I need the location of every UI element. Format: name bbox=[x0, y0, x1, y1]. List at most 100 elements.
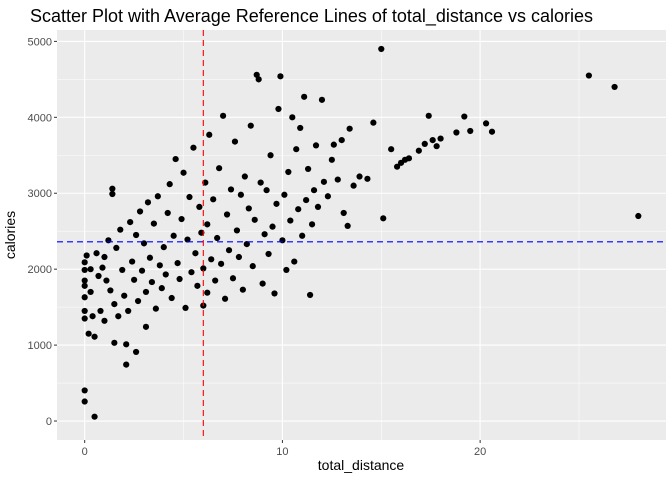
data-point bbox=[635, 212, 642, 220]
data-point bbox=[247, 122, 254, 129]
data-point bbox=[388, 146, 395, 153]
y-tick-label: 0 bbox=[46, 416, 52, 428]
x-tick-label: 20 bbox=[474, 446, 486, 458]
data-point bbox=[233, 227, 241, 234]
data-point bbox=[166, 181, 173, 188]
data-point bbox=[81, 307, 88, 315]
data-point bbox=[123, 361, 130, 368]
data-point bbox=[125, 307, 132, 315]
data-point bbox=[611, 83, 618, 91]
data-point bbox=[81, 266, 88, 274]
data-point bbox=[95, 272, 102, 280]
data-point bbox=[81, 315, 88, 322]
data-point bbox=[150, 220, 157, 227]
data-point bbox=[182, 304, 189, 311]
data-point bbox=[184, 236, 191, 243]
data-point bbox=[293, 146, 300, 153]
data-point bbox=[421, 140, 428, 147]
data-point bbox=[585, 72, 592, 79]
data-point bbox=[453, 129, 460, 136]
data-point bbox=[283, 266, 290, 274]
x-tick-label: 10 bbox=[276, 446, 288, 458]
y-tick-label: 1000 bbox=[28, 340, 52, 352]
data-point bbox=[482, 120, 490, 127]
data-point bbox=[162, 271, 169, 278]
data-point bbox=[89, 313, 96, 320]
data-point bbox=[461, 113, 468, 120]
data-point bbox=[295, 206, 302, 213]
data-point bbox=[91, 413, 98, 420]
data-point bbox=[152, 305, 159, 312]
data-point bbox=[176, 275, 183, 283]
data-point bbox=[287, 217, 294, 224]
data-point bbox=[188, 269, 195, 276]
data-point bbox=[239, 286, 246, 293]
data-point bbox=[156, 262, 163, 269]
data-point bbox=[467, 127, 474, 135]
data-point bbox=[241, 173, 248, 180]
data-point bbox=[154, 193, 161, 200]
data-point bbox=[310, 187, 318, 194]
data-point bbox=[81, 259, 88, 266]
data-point bbox=[194, 282, 201, 289]
data-point bbox=[91, 333, 98, 340]
data-point bbox=[196, 203, 203, 211]
data-point bbox=[81, 282, 88, 289]
data-point bbox=[312, 142, 320, 149]
data-point bbox=[206, 131, 213, 138]
data-point bbox=[97, 307, 104, 315]
data-point bbox=[148, 278, 156, 286]
data-point bbox=[115, 313, 122, 320]
data-point bbox=[81, 277, 88, 284]
data-point bbox=[216, 165, 223, 172]
data-point bbox=[172, 155, 179, 163]
data-point bbox=[299, 232, 306, 239]
data-point bbox=[415, 147, 422, 154]
data-point bbox=[146, 254, 154, 261]
data-point bbox=[249, 263, 256, 270]
reference-lines bbox=[57, 30, 666, 440]
x-axis-title: total_distance bbox=[318, 457, 405, 473]
data-point bbox=[330, 141, 337, 148]
data-point bbox=[271, 290, 278, 297]
data-point bbox=[334, 176, 341, 183]
data-point bbox=[109, 190, 116, 198]
y-tick-label: 5000 bbox=[28, 36, 52, 48]
data-point bbox=[267, 152, 274, 159]
data-point bbox=[219, 112, 227, 119]
data-point bbox=[131, 276, 138, 283]
data-point bbox=[134, 297, 142, 305]
data-point bbox=[111, 300, 118, 308]
data-point bbox=[225, 247, 233, 254]
plot-panel bbox=[57, 30, 666, 440]
data-point bbox=[212, 277, 219, 284]
x-axis-ticks: 0 10 20 bbox=[82, 440, 486, 458]
data-point bbox=[306, 291, 314, 299]
data-point bbox=[105, 237, 112, 244]
data-point bbox=[119, 266, 126, 274]
y-axis-ticks: 0 1000 2000 3000 4000 5000 bbox=[28, 36, 57, 428]
data-point bbox=[136, 208, 144, 215]
data-point bbox=[257, 179, 264, 186]
data-point bbox=[243, 241, 250, 248]
data-point bbox=[433, 143, 440, 150]
data-point bbox=[364, 175, 371, 182]
data-point bbox=[488, 128, 496, 135]
data-point bbox=[314, 203, 322, 211]
data-point bbox=[227, 186, 235, 193]
data-point bbox=[291, 258, 298, 265]
data-point bbox=[221, 295, 229, 302]
data-point bbox=[356, 173, 363, 180]
y-tick-label: 2000 bbox=[28, 264, 52, 276]
data-point bbox=[301, 93, 308, 100]
data-point bbox=[378, 45, 385, 53]
data-point bbox=[297, 124, 304, 132]
data-point bbox=[204, 221, 211, 228]
major-gridlines bbox=[57, 30, 666, 440]
data-point bbox=[192, 250, 199, 257]
data-point bbox=[85, 330, 92, 337]
data-point bbox=[113, 244, 120, 252]
data-point bbox=[200, 265, 207, 272]
data-point bbox=[289, 114, 296, 121]
data-point bbox=[210, 196, 217, 203]
